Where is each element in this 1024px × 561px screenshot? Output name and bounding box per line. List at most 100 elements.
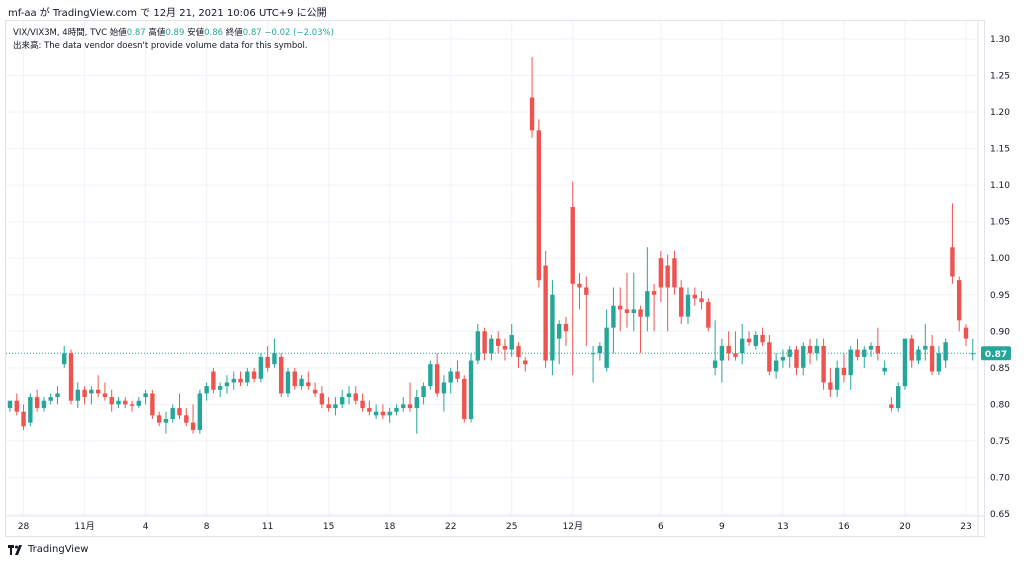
candle-body	[746, 338, 752, 343]
candle-body	[346, 393, 352, 398]
candle-body	[299, 378, 304, 387]
candle-body	[679, 287, 684, 317]
candle-body	[936, 353, 942, 372]
candle-body	[163, 419, 169, 423]
low-label: 安値	[187, 28, 205, 38]
candle-body	[658, 258, 664, 288]
x-tick-label: 20	[899, 522, 911, 532]
candle-body	[102, 393, 108, 398]
candle-body	[536, 130, 542, 281]
brand-label: TradingView	[28, 544, 89, 555]
y-tick-label: 0.90	[990, 327, 1010, 337]
y-tick-label: 0.70	[990, 473, 1010, 483]
candle-body	[529, 97, 535, 131]
candle-body	[455, 371, 460, 379]
candle-body	[929, 345, 935, 372]
x-tick-label: 13	[777, 522, 788, 532]
candle-body	[909, 338, 914, 361]
candle-body	[95, 389, 101, 394]
candle-body	[123, 400, 128, 405]
candle-body	[957, 280, 962, 321]
candle-body	[868, 345, 874, 350]
candle-body	[177, 408, 182, 416]
symbol-label: VIX/VIX3M, 4時間, TVC	[13, 28, 108, 38]
chart-legend: VIX/VIX3M, 4時間, TVC 始値0.87 高値0.89 安値0.86…	[13, 27, 334, 53]
open-label: 始値	[109, 28, 127, 38]
candle-body	[706, 302, 711, 328]
candle-body	[590, 353, 596, 355]
x-tick-label: 8	[204, 522, 210, 532]
candle-body	[279, 356, 284, 394]
x-tick-label: 15	[323, 522, 334, 532]
candle-body	[312, 389, 318, 394]
candle-body	[787, 349, 792, 357]
candle-body	[353, 393, 358, 401]
y-tick-label: 1.15	[990, 145, 1010, 155]
candle-body	[963, 327, 969, 339]
candle-body	[692, 294, 697, 299]
candle-body	[116, 400, 121, 405]
candle-body	[407, 404, 413, 409]
volume-note: 出来高: The data vendor doesn't provide vol…	[13, 41, 308, 51]
ohlc-line: VIX/VIX3M, 4時間, TVC 始値0.87 高値0.89 安値0.86…	[13, 27, 334, 40]
candle-body	[597, 345, 603, 354]
candle-body	[604, 327, 609, 368]
candle-body	[895, 386, 901, 409]
candle-body	[184, 415, 189, 423]
candle-body	[170, 408, 175, 419]
candle-body	[618, 305, 623, 310]
candle-body	[224, 382, 230, 387]
candle-body	[699, 298, 704, 303]
candle-body	[767, 342, 772, 372]
last-price-badge	[981, 346, 1011, 361]
candle-body	[509, 334, 514, 350]
tradingview-logo-icon	[8, 544, 24, 555]
candle-body	[21, 411, 26, 427]
candle-body	[272, 353, 277, 365]
candle-body	[231, 378, 236, 383]
candle-body	[109, 397, 114, 405]
candle-body	[516, 345, 521, 357]
candle-body	[373, 411, 379, 416]
candle-body	[916, 349, 921, 361]
candle-body	[238, 378, 243, 383]
candle-body	[889, 404, 894, 409]
candle-body	[828, 382, 833, 390]
y-tick-label: 1.00	[990, 254, 1010, 264]
high-value: 0.89	[165, 28, 185, 38]
candle-body	[611, 305, 616, 328]
candle-body	[340, 397, 345, 405]
candle-body	[902, 338, 908, 387]
footer-brand[interactable]: TradingView	[8, 544, 88, 555]
candle-body	[7, 400, 13, 409]
x-tick-label: 28	[18, 522, 30, 532]
candle-body	[475, 331, 481, 361]
change-value: −0.02 (−2.03%)	[264, 28, 334, 38]
candle-body	[794, 349, 799, 368]
candle-body	[306, 382, 311, 387]
candle-body	[394, 408, 399, 412]
candle-body	[448, 371, 453, 383]
candle-body	[943, 342, 948, 361]
candle-body	[136, 400, 142, 406]
candle-body	[245, 371, 250, 383]
candle-body	[41, 400, 47, 409]
publish-info: mf-aa が TradingView.com で 12月 21, 2021 1…	[8, 8, 327, 19]
candle-body	[75, 389, 80, 401]
candle-body	[631, 309, 636, 314]
chart-frame	[5, 20, 985, 537]
candle-body	[502, 345, 508, 350]
candle-body	[821, 345, 826, 383]
low-value: 0.86	[204, 28, 224, 38]
candle-body	[217, 386, 223, 390]
candle-body	[814, 345, 820, 354]
candle-body	[584, 287, 589, 295]
close-label: 終値	[225, 28, 243, 38]
candle-body	[740, 338, 745, 354]
candle-body	[726, 345, 731, 354]
candle-body	[367, 408, 372, 412]
y-tick-label: 1.20	[990, 108, 1010, 118]
candle-body	[489, 338, 494, 354]
candle-body	[360, 400, 365, 409]
